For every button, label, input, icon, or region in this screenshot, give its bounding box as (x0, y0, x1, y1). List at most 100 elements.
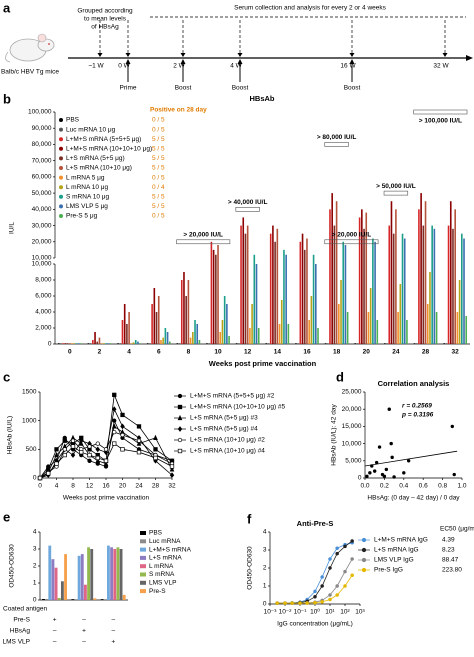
sample-arrow-head (237, 53, 243, 57)
bar (89, 343, 92, 344)
bar (415, 343, 418, 344)
dose-arrow-head (180, 59, 186, 64)
y-tick-label: 10,000 (32, 255, 52, 262)
bar (176, 343, 179, 344)
bar (196, 324, 199, 344)
marker (361, 537, 367, 543)
bar (401, 233, 404, 344)
annotation-bracket (324, 239, 379, 245)
timeline-arrow (466, 55, 473, 61)
x-axis-label: IgG concentration (μg/mL) (277, 621, 353, 628)
x-tick-label: 4 (127, 349, 131, 356)
bar (57, 597, 61, 600)
bar (103, 599, 107, 600)
bar (386, 343, 388, 344)
bar (269, 233, 272, 344)
bar (153, 288, 156, 344)
y-tick-label: 0 (263, 601, 267, 608)
mouse-icon (4, 33, 55, 63)
bar (107, 545, 110, 600)
x-tick-label: 18 (333, 349, 341, 356)
bar (64, 343, 67, 344)
y-tick-label: 6,000 (35, 293, 52, 300)
bar (226, 304, 228, 344)
bar (96, 341, 99, 344)
marker (290, 601, 294, 605)
y-tick-label: 3 (263, 547, 267, 554)
marker (320, 575, 324, 579)
marker (112, 418, 117, 423)
y-tick-label: 0 (358, 475, 362, 482)
bar (253, 254, 256, 344)
x-tick-label: 10¹ (325, 609, 335, 616)
bar (280, 300, 283, 344)
bar (403, 238, 406, 344)
y-tick-label: 1 (33, 580, 37, 587)
x-axis-label: Weeks post prime vaccination (63, 495, 150, 502)
marker (350, 557, 354, 561)
legend-label: L+M+S mRNA (5+5+5 μg) #2 (190, 393, 275, 400)
marker (46, 471, 51, 476)
annotation: > 40,000 IU/L (228, 199, 268, 206)
ec50-label: 223.80 (442, 567, 462, 574)
bar (84, 584, 87, 600)
bar (157, 296, 160, 344)
bar (272, 225, 274, 344)
bar (74, 599, 78, 600)
legend-label: Luc mRNA (149, 538, 181, 545)
legend-header: EC50 (μg/mL) (440, 526, 474, 533)
marker (95, 457, 101, 463)
legend-label: L+M+S mRNA (10+10+10 μg) (66, 146, 152, 153)
mouse-label: Balb/c HBV Tg mice (1, 69, 59, 76)
y-tick-label: 4,000 (35, 309, 52, 316)
positive-label: 0 / 5 (152, 117, 165, 124)
legend-label: Luc mRNA 10 μg (66, 126, 116, 133)
bar (392, 233, 395, 344)
positive-label: 0 / 4 (152, 184, 165, 191)
bar (420, 193, 422, 344)
marker (62, 447, 67, 452)
positive-label: 0 / 5 (152, 174, 165, 181)
cohort-note: to mean levels (84, 16, 127, 23)
bar (255, 264, 258, 344)
bar (105, 343, 107, 344)
dose-label: Prime (120, 85, 137, 92)
marker (361, 547, 367, 553)
bar (331, 193, 333, 344)
bar (431, 225, 433, 344)
marker (103, 447, 109, 452)
x-tick-label: 10⁻² (279, 609, 293, 616)
marker (79, 450, 84, 455)
ec50-label: 4.39 (442, 537, 455, 544)
bar (215, 254, 217, 344)
marker (313, 600, 317, 605)
marker (335, 551, 339, 556)
chart-title: Anti-Pre-S (297, 519, 334, 528)
marker (112, 441, 117, 446)
bar (257, 328, 260, 344)
bar (134, 340, 137, 344)
y-tick-label: 0 (33, 475, 37, 482)
bar (69, 343, 71, 344)
bar (251, 304, 253, 344)
bar (388, 225, 391, 344)
bar (406, 320, 408, 344)
stat-annotation: p = 0.3196 (401, 412, 434, 419)
bar (458, 280, 461, 344)
y-tick-label: 100,000 (28, 109, 52, 116)
legend-label: LMS VLP 5 μg (66, 203, 108, 210)
bar (299, 241, 302, 344)
annotation: > 20,000 IU/L (183, 231, 223, 238)
table-cell: – (112, 617, 116, 624)
marker (298, 601, 302, 605)
y-tick-label: 0 (48, 341, 52, 348)
panel-letter: e (3, 509, 10, 524)
bar (66, 343, 69, 344)
bar (463, 238, 465, 344)
bar (94, 332, 96, 344)
table-cell: – (53, 639, 57, 646)
marker (153, 434, 158, 441)
marker (169, 464, 175, 469)
marker (103, 449, 109, 456)
